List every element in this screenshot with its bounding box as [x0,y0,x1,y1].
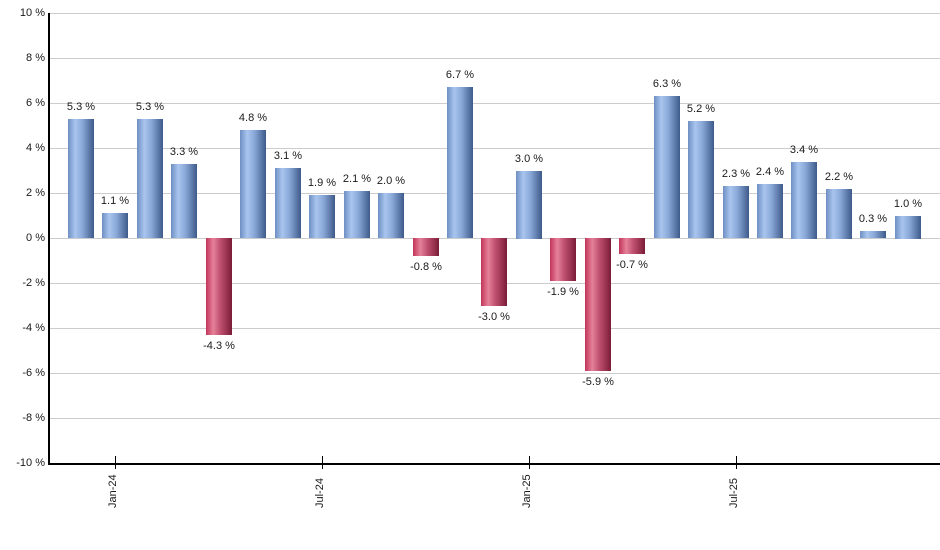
bar-value-label: 1.1 % [100,195,130,207]
bar-value-label: 4.8 % [238,112,268,124]
bar [688,121,714,238]
x-axis-tick-label: Jul-24 [314,478,326,508]
bar [723,186,749,238]
gridline [48,58,940,59]
gridline [48,193,940,194]
bar [68,119,94,238]
bar-value-label: 3.3 % [169,146,199,158]
y-axis-label: 4 % [26,142,45,154]
bar-value-label: 3.4 % [789,144,819,156]
bar-value-label: 3.0 % [514,153,544,165]
y-axis-label: 6 % [26,97,45,109]
bar-value-label: 6.3 % [652,78,682,90]
bar-value-label: 2.1 % [342,173,372,185]
bar-value-label: 0.3 % [858,213,888,225]
bar [654,96,680,238]
y-axis-label: -8 % [22,412,45,424]
bar-value-label: -0.8 % [410,261,442,273]
bar [171,164,197,238]
bar-value-label: -4.3 % [203,340,235,352]
bar-value-label: 2.0 % [376,175,406,187]
gridline [48,373,940,374]
gridline [48,418,940,419]
bar-value-label: 6.7 % [445,69,475,81]
y-axis-label: 10 % [19,7,45,19]
y-axis-label: 8 % [26,52,45,64]
gridline [48,328,940,329]
x-axis-line [48,463,940,465]
bar [826,189,852,239]
x-axis-tick [736,456,737,469]
bar [275,168,301,238]
bar [137,119,163,238]
x-axis-tick [115,456,116,469]
x-axis-tick [322,456,323,469]
bar [240,130,266,238]
y-axis-label: 2 % [26,187,45,199]
y-axis-label: 0 % [26,232,45,244]
y-axis-line [48,13,50,465]
x-axis-tick [529,456,530,469]
bar-value-label: 2.3 % [721,168,751,180]
bar-value-label: -0.7 % [616,259,648,271]
gridline [48,148,940,149]
bar [860,231,886,238]
bar [516,171,542,239]
bar [791,162,817,239]
x-axis-tick-label: Jan-24 [107,474,119,508]
bar [447,87,473,238]
y-axis-label: -6 % [22,367,45,379]
bar [206,238,232,335]
bar [102,213,128,238]
bar [378,193,404,238]
bar-value-label: -3.0 % [478,311,510,323]
bar [309,195,335,238]
bar [344,191,370,238]
y-axis-label: -4 % [22,322,45,334]
bar-value-label: 1.0 % [893,198,923,210]
gridline [48,13,940,14]
bar [585,238,611,371]
x-axis-tick-label: Jan-25 [521,474,533,508]
bar-value-label: 5.3 % [135,101,165,113]
bar-value-label: 3.1 % [273,150,303,162]
y-axis-label: -10 % [16,457,45,469]
bar [550,238,576,281]
bar-value-label: 2.4 % [755,166,785,178]
bar [481,238,507,306]
bar-value-label: 5.3 % [66,101,96,113]
bar-value-label: -5.9 % [582,376,614,388]
bar-value-label: -1.9 % [547,286,579,298]
bar [413,238,439,256]
bar [895,216,921,239]
bar-value-label: 2.2 % [824,171,854,183]
bar-value-label: 5.2 % [686,103,716,115]
x-axis-tick-label: Jul-25 [728,478,740,508]
gridline [48,103,940,104]
bar [619,238,645,254]
bar-value-label: 1.9 % [307,177,337,189]
bar [757,184,783,238]
y-axis-label: -2 % [22,277,45,289]
